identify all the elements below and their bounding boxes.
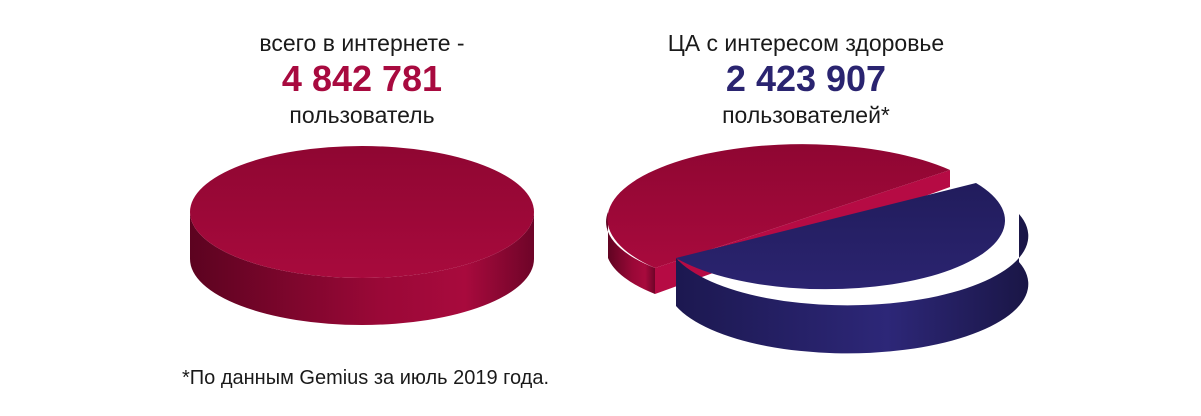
right-pie-navy-side — [676, 214, 1029, 354]
left-chart-total-value: 4 842 781 — [281, 58, 443, 99]
left-chart-caption: всего в интернете - 4 842 781 пользовате… — [152, 28, 572, 130]
right-pie-crimson-side — [606, 212, 655, 294]
left-chart-unit: пользователь — [289, 102, 435, 128]
source-footnote: *По данным Gemius за июль 2019 года. — [182, 367, 550, 389]
right-pie-navy-top — [676, 183, 1005, 290]
right-chart-title: ЦА с интересом здоровье — [667, 30, 945, 56]
right-chart-unit: пользователей* — [722, 102, 890, 128]
left-pie-slice-total — [190, 146, 534, 325]
left-pie-top — [190, 146, 534, 278]
right-chart-target-value: 2 423 907 — [725, 58, 887, 99]
right-chart-caption: ЦА с интересом здоровье 2 423 907 пользо… — [596, 28, 1016, 130]
right-pie-slice-target-audience — [676, 183, 1029, 354]
right-pie-crimson-top — [607, 144, 950, 268]
left-pie-side — [190, 212, 534, 325]
left-chart-title: всего в интернете - — [259, 30, 465, 56]
